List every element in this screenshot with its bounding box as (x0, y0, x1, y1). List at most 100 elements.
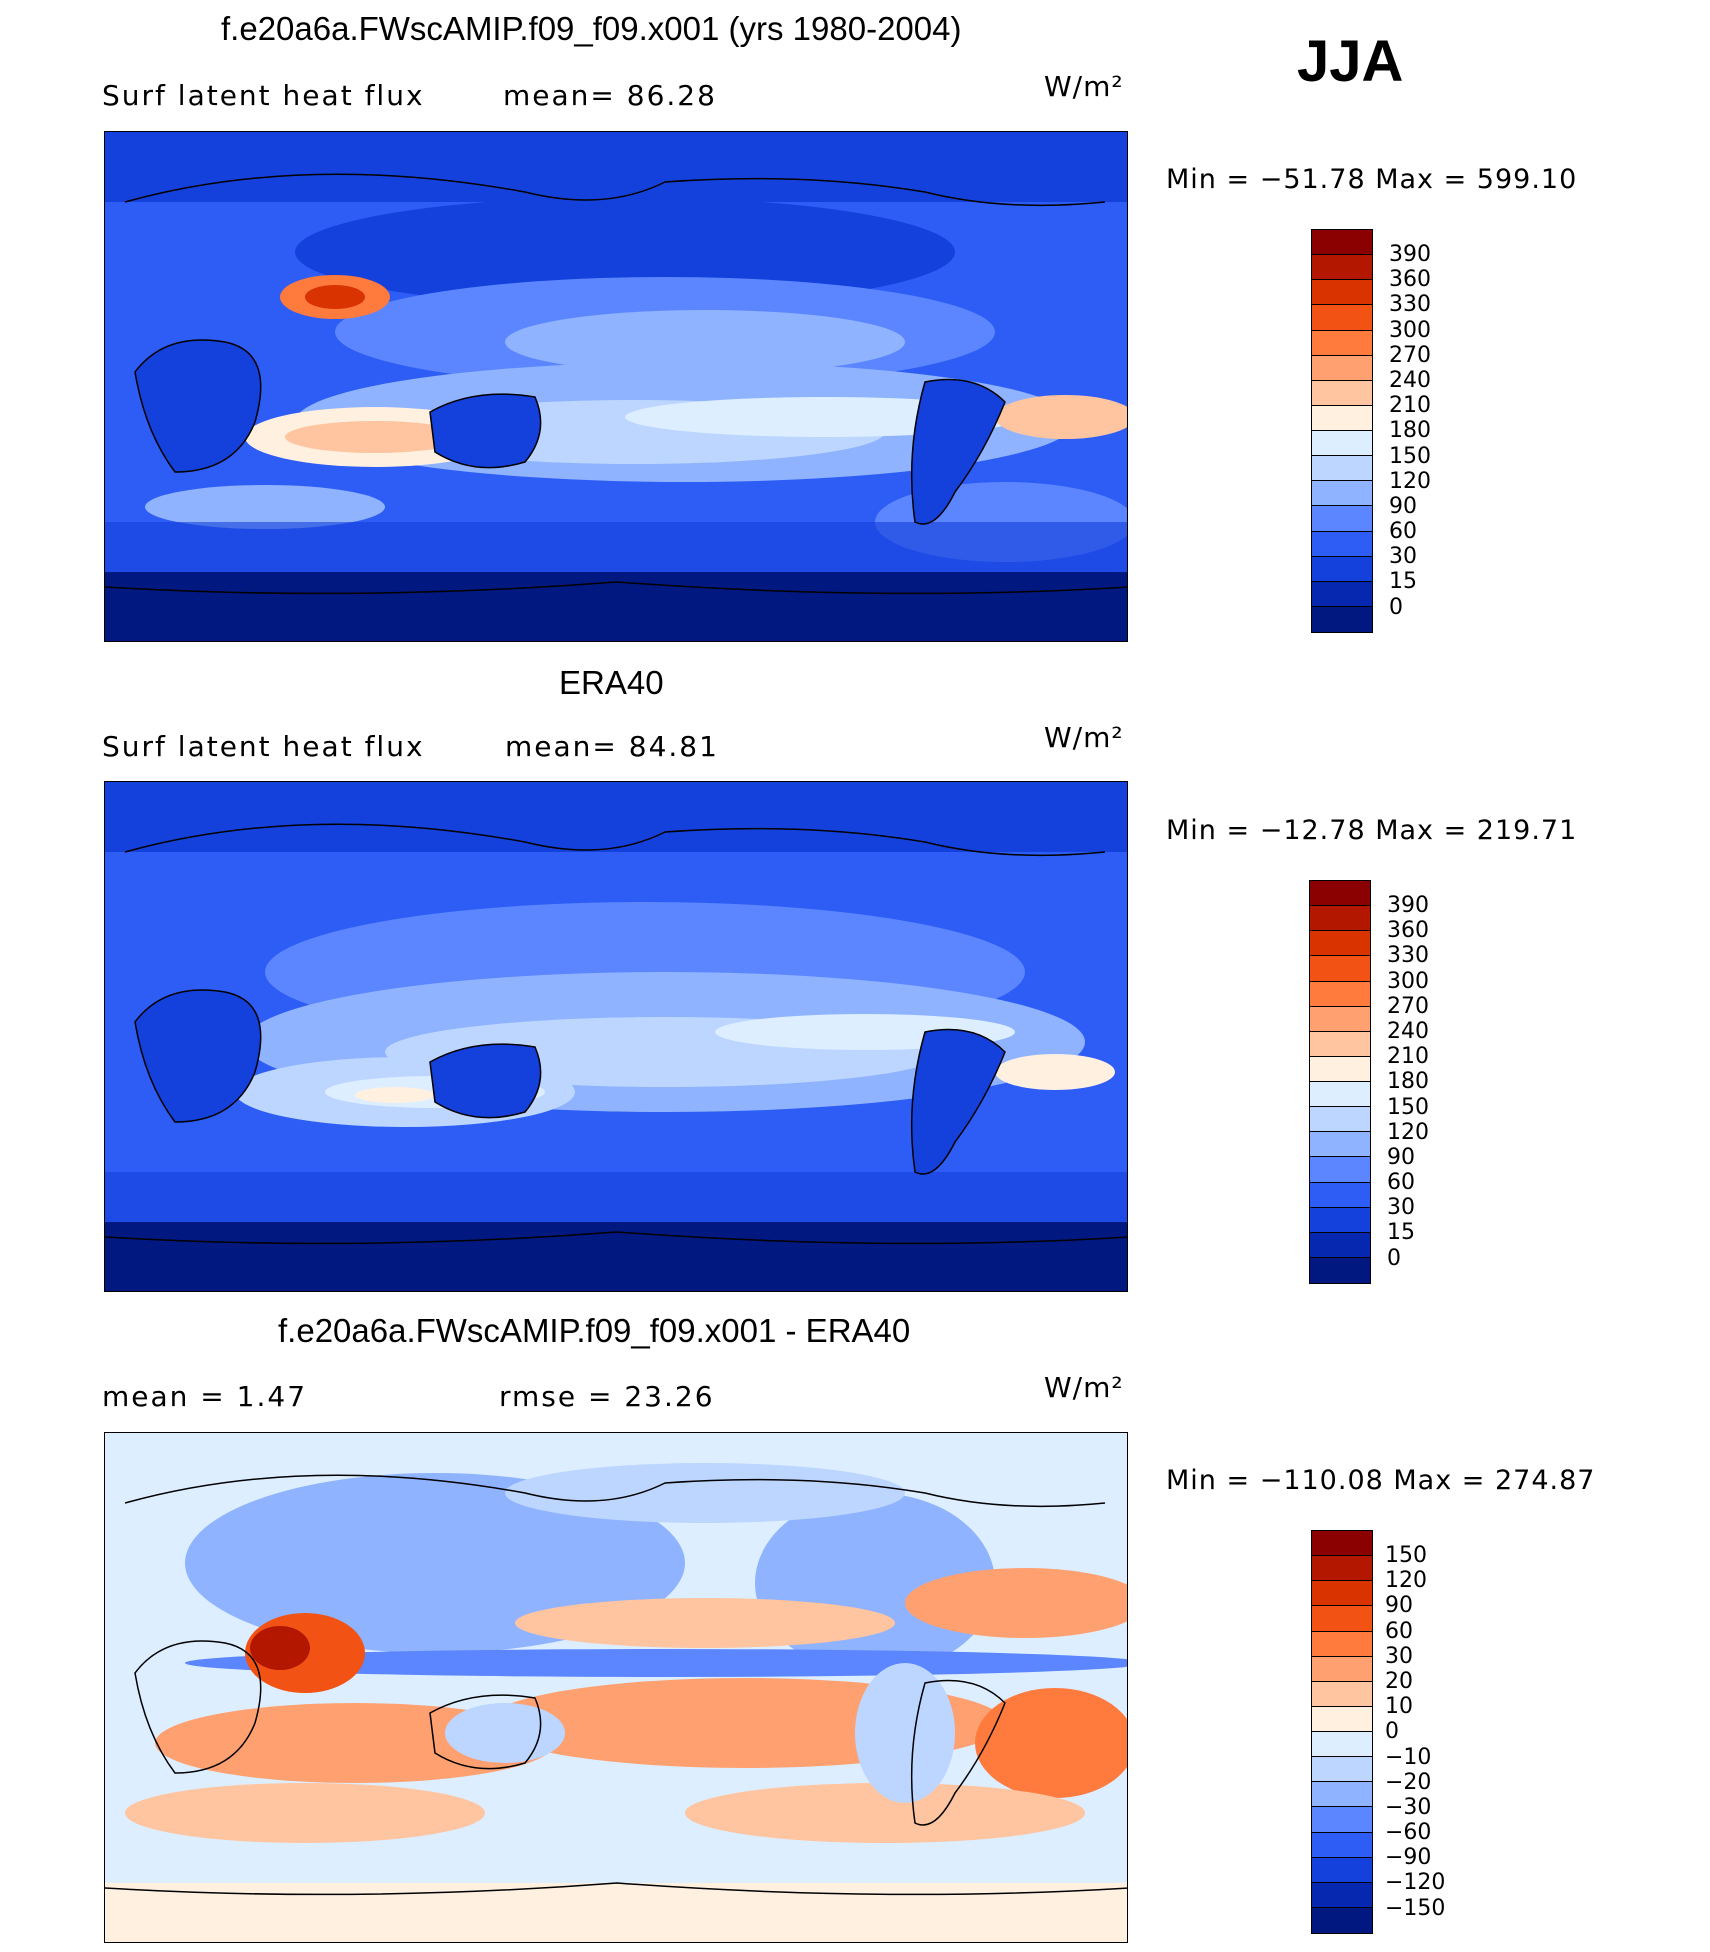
colorbar-swatch (1312, 431, 1372, 457)
colorbar-tick-label: 0 (1385, 1719, 1399, 1745)
colorbar-swatch (1312, 1656, 1372, 1682)
colorbar-swatch (1312, 506, 1372, 532)
colorbar-tick-label: 120 (1385, 1568, 1427, 1594)
colorbar-swatch (1312, 355, 1372, 381)
colorbar-tick-label: 150 (1389, 443, 1431, 469)
colorbar-swatch (1312, 1606, 1372, 1632)
panel1-title: f.e20a6a.FWscAMIP.f09_f09.x001 (yrs 1980… (221, 10, 962, 47)
colorbar-swatch (1312, 1882, 1372, 1908)
colorbar-swatch (1312, 1857, 1372, 1883)
season-label: JJA (1297, 29, 1404, 94)
colorbar-swatch (1312, 1732, 1372, 1758)
colorbar-swatch (1312, 1907, 1372, 1933)
colorbar-swatch (1312, 531, 1372, 557)
colorbar-tick-label: 90 (1387, 1144, 1415, 1170)
panel3-colorbar-labels: 150 120 90 60 30 20 10 0 −10 −20 −30 −60 −90 −120 −150 (1385, 1543, 1445, 1921)
panel2-field-label: Surf latent heat flux (102, 730, 425, 763)
colorbar-tick-label: 330 (1389, 292, 1431, 318)
colorbar-swatch (1310, 906, 1370, 932)
colorbar-swatch (1312, 280, 1372, 306)
colorbar-swatch (1312, 230, 1372, 256)
panel2-mean: mean= 84.81 (505, 730, 719, 763)
colorbar-swatch (1312, 1807, 1372, 1833)
colorbar-tick-label: −30 (1385, 1794, 1432, 1820)
colorbar-swatch (1312, 1757, 1372, 1783)
colorbar-swatch (1312, 1631, 1372, 1657)
colorbar-tick-label: 10 (1385, 1694, 1413, 1720)
colorbar-swatch (1312, 1531, 1372, 1557)
colorbar-swatch (1312, 481, 1372, 507)
colorbar-tick-label: 0 (1387, 1245, 1401, 1271)
colorbar-swatch (1312, 305, 1372, 331)
colorbar-swatch (1310, 1132, 1370, 1158)
colorbar-tick-label: 270 (1389, 342, 1431, 368)
colorbar-tick-label: 300 (1387, 968, 1429, 994)
colorbar-swatch (1312, 405, 1372, 431)
colorbar-swatch (1312, 255, 1372, 281)
colorbar-swatch (1310, 931, 1370, 957)
panel1-colorbar-labels: 390 360 330 300 270 240 210 180 150 120 90 60 30 15 0 (1389, 242, 1431, 620)
colorbar-swatch (1310, 1031, 1370, 1057)
panel3-rmse: rmse = 23.26 (499, 1380, 715, 1413)
colorbar-swatch (1312, 1556, 1372, 1582)
colorbar-swatch (1310, 1207, 1370, 1233)
panel1-mean: mean= 86.28 (503, 79, 717, 112)
colorbar-swatch (1312, 1581, 1372, 1607)
panel1-field-label: Surf latent heat flux (102, 79, 425, 112)
colorbar-swatch (1310, 1157, 1370, 1183)
colorbar-swatch (1312, 380, 1372, 406)
colorbar-tick-label: −120 (1385, 1870, 1446, 1896)
colorbar-tick-label: 360 (1389, 267, 1431, 293)
colorbar-swatch (1312, 1681, 1372, 1707)
colorbar-swatch (1310, 956, 1370, 982)
colorbar-tick-label: 120 (1389, 468, 1431, 494)
panel2-map (104, 781, 1128, 1292)
panel1-colorbar (1311, 229, 1373, 633)
colorbar-tick-label: 150 (1387, 1094, 1429, 1120)
colorbar-swatch (1312, 1832, 1372, 1858)
colorbar-tick-label: 270 (1387, 993, 1429, 1019)
colorbar-tick-label: 90 (1385, 1593, 1413, 1619)
colorbar-tick-label: −150 (1385, 1895, 1446, 1921)
panel3-mean: mean = 1.47 (102, 1380, 308, 1413)
colorbar-tick-label: 210 (1387, 1044, 1429, 1070)
panel1-map (104, 131, 1128, 642)
colorbar-tick-label: 330 (1387, 943, 1429, 969)
colorbar-tick-label: −20 (1385, 1769, 1432, 1795)
colorbar-tick-label: 300 (1389, 317, 1431, 343)
colorbar-tick-label: −10 (1385, 1744, 1432, 1770)
colorbar-tick-label: 15 (1389, 569, 1417, 595)
colorbar-swatch (1310, 1257, 1370, 1283)
colorbar-swatch (1312, 456, 1372, 482)
colorbar-swatch (1312, 330, 1372, 356)
colorbar-swatch (1312, 556, 1372, 582)
colorbar-tick-label: 210 (1389, 393, 1431, 419)
panel2-minmax: Min = −12.78 Max = 219.71 (1166, 815, 1578, 846)
panel3-minmax: Min = −110.08 Max = 274.87 (1166, 1465, 1596, 1496)
colorbar-tick-label: 150 (1385, 1543, 1427, 1568)
panel3-title: f.e20a6a.FWscAMIP.f09_f09.x001 - ERA40 (278, 1312, 911, 1349)
panel2-units: W/m² (1044, 721, 1124, 754)
colorbar-tick-label: 240 (1389, 367, 1431, 393)
colorbar-tick-label: 360 (1387, 918, 1429, 944)
colorbar-tick-label: 180 (1389, 418, 1431, 444)
panel2-colorbar (1309, 880, 1371, 1284)
colorbar-swatch (1312, 1782, 1372, 1808)
colorbar-tick-label: 180 (1387, 1069, 1429, 1095)
colorbar-tick-label: 30 (1387, 1195, 1415, 1221)
colorbar-tick-label: 390 (1387, 893, 1429, 918)
colorbar-tick-label: 390 (1389, 242, 1431, 267)
colorbar-tick-label: 120 (1387, 1119, 1429, 1145)
colorbar-tick-label: 60 (1385, 1618, 1413, 1644)
colorbar-swatch (1312, 606, 1372, 632)
colorbar-tick-label: −90 (1385, 1845, 1432, 1871)
colorbar-tick-label: 60 (1387, 1170, 1415, 1196)
colorbar-swatch (1310, 1182, 1370, 1208)
panel1-minmax: Min = −51.78 Max = 599.10 (1166, 164, 1578, 195)
colorbar-tick-label: 240 (1387, 1018, 1429, 1044)
colorbar-swatch (1310, 1232, 1370, 1258)
panel1-units: W/m² (1044, 70, 1124, 103)
panel2-colorbar-labels: 390 360 330 300 270 240 210 180 150 120 90 60 30 15 0 (1387, 893, 1429, 1271)
colorbar-swatch (1310, 1082, 1370, 1108)
colorbar-swatch (1310, 981, 1370, 1007)
